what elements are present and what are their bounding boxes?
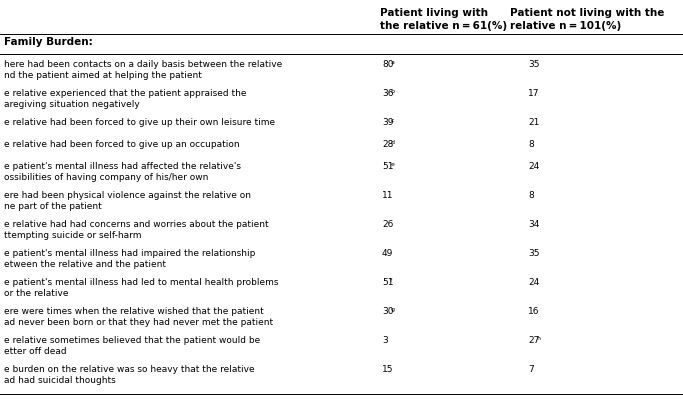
Text: etter off dead: etter off dead [4, 347, 67, 356]
Text: f: f [391, 278, 393, 283]
Text: e: e [391, 162, 394, 167]
Text: 24: 24 [528, 278, 540, 287]
Text: e relative had been forced to give up their own leisure time: e relative had been forced to give up th… [4, 118, 275, 127]
Text: 34: 34 [528, 220, 540, 229]
Text: ere were times when the relative wished that the patient: ere were times when the relative wished … [4, 307, 264, 316]
Text: Patient living with: Patient living with [380, 8, 488, 18]
Text: e patient's mental illness had impaired the relationship: e patient's mental illness had impaired … [4, 249, 255, 258]
Text: d: d [391, 140, 394, 145]
Text: 51: 51 [382, 162, 393, 171]
Text: 27: 27 [528, 336, 540, 345]
Text: nd the patient aimed at helping the patient: nd the patient aimed at helping the pati… [4, 71, 202, 80]
Text: 30: 30 [382, 307, 393, 316]
Text: Family Burden:: Family Burden: [4, 37, 93, 47]
Text: or the relative: or the relative [4, 289, 68, 298]
Text: 16: 16 [528, 307, 540, 316]
Text: 24: 24 [528, 162, 540, 171]
Text: 39: 39 [382, 118, 393, 127]
Text: ne part of the patient: ne part of the patient [4, 202, 102, 211]
Text: c: c [391, 118, 394, 123]
Text: g: g [391, 307, 394, 312]
Text: 35: 35 [528, 249, 540, 258]
Text: 7: 7 [528, 365, 533, 374]
Text: 49: 49 [382, 249, 393, 258]
Text: b: b [391, 89, 394, 94]
Text: 36: 36 [382, 89, 393, 98]
Text: 17: 17 [528, 89, 540, 98]
Text: relative n = 101(%): relative n = 101(%) [510, 21, 622, 31]
Text: 80: 80 [382, 60, 393, 69]
Text: 51: 51 [382, 278, 393, 287]
Text: 15: 15 [382, 365, 393, 374]
Text: 35: 35 [528, 60, 540, 69]
Text: 21: 21 [528, 118, 540, 127]
Text: 11: 11 [382, 191, 393, 200]
Text: 26: 26 [382, 220, 393, 229]
Text: here had been contacts on a daily basis between the relative: here had been contacts on a daily basis … [4, 60, 282, 69]
Text: ossibilities of having company of his/her own: ossibilities of having company of his/he… [4, 173, 208, 182]
Text: ttempting suicide or self-harm: ttempting suicide or self-harm [4, 231, 141, 240]
Text: 28: 28 [382, 140, 393, 149]
Text: h: h [536, 336, 540, 341]
Text: aregiving situation negatively: aregiving situation negatively [4, 100, 140, 109]
Text: ad never been born or that they had never met the patient: ad never been born or that they had neve… [4, 318, 273, 327]
Text: e relative sometimes believed that the patient would be: e relative sometimes believed that the p… [4, 336, 260, 345]
Text: ere had been physical violence against the relative on: ere had been physical violence against t… [4, 191, 251, 200]
Text: e patient's mental illness had led to mental health problems: e patient's mental illness had led to me… [4, 278, 279, 287]
Text: e relative had been forced to give up an occupation: e relative had been forced to give up an… [4, 140, 240, 149]
Text: 8: 8 [528, 140, 533, 149]
Text: the relative n = 61(%): the relative n = 61(%) [380, 21, 507, 31]
Text: 8: 8 [528, 191, 533, 200]
Text: ad had suicidal thoughts: ad had suicidal thoughts [4, 376, 115, 385]
Text: 3: 3 [382, 336, 388, 345]
Text: e patient's mental illness had affected the relative's: e patient's mental illness had affected … [4, 162, 241, 171]
Text: e burden on the relative was so heavy that the relative: e burden on the relative was so heavy th… [4, 365, 255, 374]
Text: Patient not living with the: Patient not living with the [510, 8, 665, 18]
Text: a: a [391, 60, 394, 65]
Text: etween the relative and the patient: etween the relative and the patient [4, 260, 166, 269]
Text: e relative experienced that the patient appraised the: e relative experienced that the patient … [4, 89, 247, 98]
Text: e relative had had concerns and worries about the patient: e relative had had concerns and worries … [4, 220, 268, 229]
